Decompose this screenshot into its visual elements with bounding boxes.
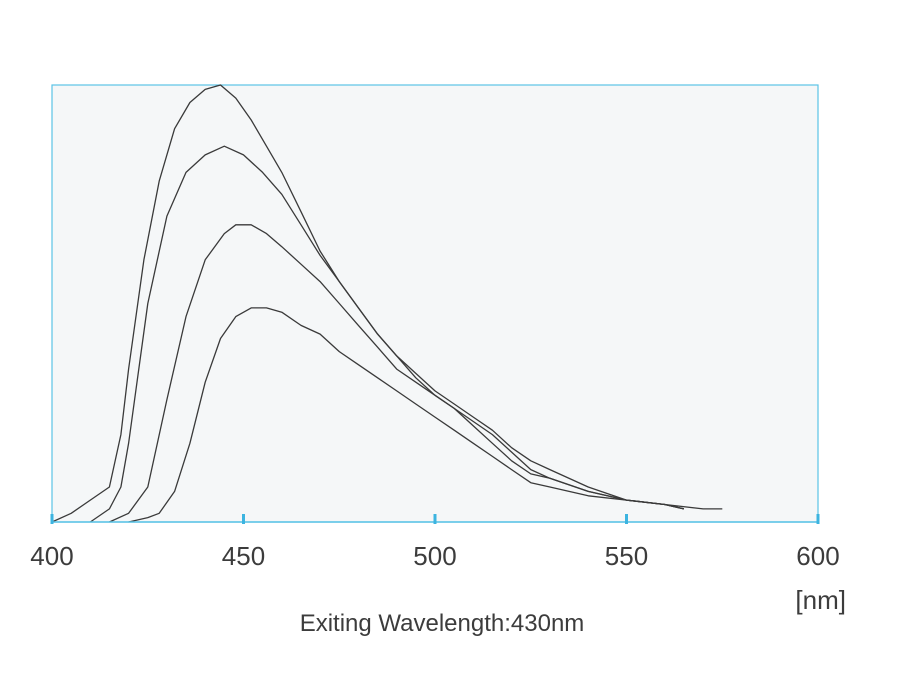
x-tick-label-400: 400 (30, 541, 73, 571)
x-unit-label: [nm] (795, 585, 846, 615)
x-tick-label-550: 550 (605, 541, 648, 571)
x-tick-label-600: 600 (796, 541, 839, 571)
x-tick-label-450: 450 (222, 541, 265, 571)
series-line-3 (109, 224, 685, 523)
plot-area (51, 84, 819, 523)
series-line-2 (89, 145, 685, 523)
x-tick-label-500: 500 (413, 541, 456, 571)
x-axis-label: Exiting Wavelength:430nm (300, 610, 585, 637)
series-layer (51, 84, 723, 523)
series-line-4 (128, 307, 685, 523)
x-axis-ticks: 400 450 500 550 600 (30, 514, 840, 571)
series-line-1 (51, 84, 723, 523)
